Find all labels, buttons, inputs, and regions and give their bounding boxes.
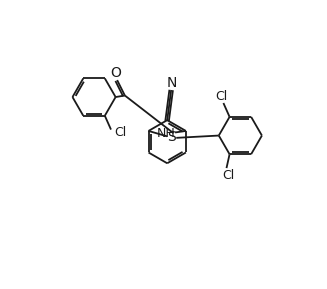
Text: NH: NH [157, 127, 175, 140]
Text: Cl: Cl [222, 168, 234, 181]
Text: Cl: Cl [114, 126, 126, 139]
Text: S: S [167, 130, 176, 144]
Text: Cl: Cl [216, 90, 228, 103]
Text: O: O [110, 66, 121, 80]
Text: N: N [167, 76, 177, 90]
